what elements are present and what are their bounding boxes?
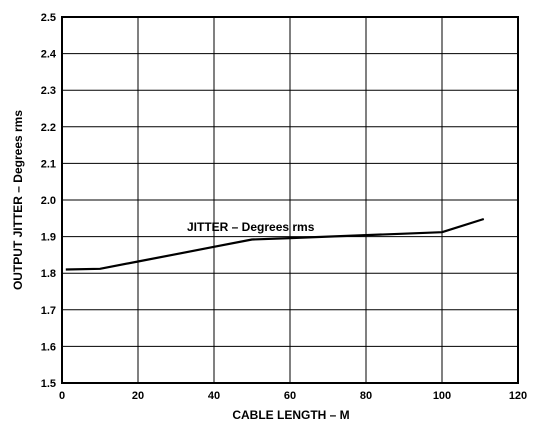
y-tick-label: 1.6 <box>41 341 56 353</box>
series-annotation: JITTER – Degrees rms <box>187 220 315 234</box>
y-tick-label: 2.0 <box>41 195 56 207</box>
x-tick-label: 20 <box>132 390 144 402</box>
y-tick-labels: 1.5 1.6 1.7 1.8 1.9 2.0 2.1 2.2 2.3 2.4 2.5 <box>41 12 57 390</box>
x-tick-label: 100 <box>433 390 451 402</box>
y-axis-title: OUTPUT JITTER – Degrees rms <box>11 110 25 290</box>
series-line <box>65 217 485 271</box>
y-tick-label: 2.1 <box>41 158 56 170</box>
y-tick-label: 1.8 <box>41 268 56 280</box>
y-tick-label: 2.3 <box>41 85 56 97</box>
x-tick-labels: 0 20 40 60 80 100 120 <box>59 390 527 402</box>
x-axis-title: CABLE LENGTH – M <box>232 408 349 422</box>
x-tick-label: 120 <box>509 390 527 402</box>
x-tick-label: 0 <box>59 390 65 402</box>
grid <box>62 17 518 383</box>
plot-frame <box>61 16 519 384</box>
x-tick-label: 60 <box>284 390 296 402</box>
y-tick-label: 2.2 <box>41 122 56 134</box>
x-tick-label: 40 <box>208 390 220 402</box>
y-tick-label: 1.7 <box>41 305 56 317</box>
x-tick-label: 80 <box>360 390 372 402</box>
y-tick-label: 2.5 <box>41 12 56 24</box>
y-tick-label: 1.9 <box>41 232 56 244</box>
y-tick-label: 1.5 <box>41 378 56 390</box>
y-tick-label: 2.4 <box>41 49 57 61</box>
